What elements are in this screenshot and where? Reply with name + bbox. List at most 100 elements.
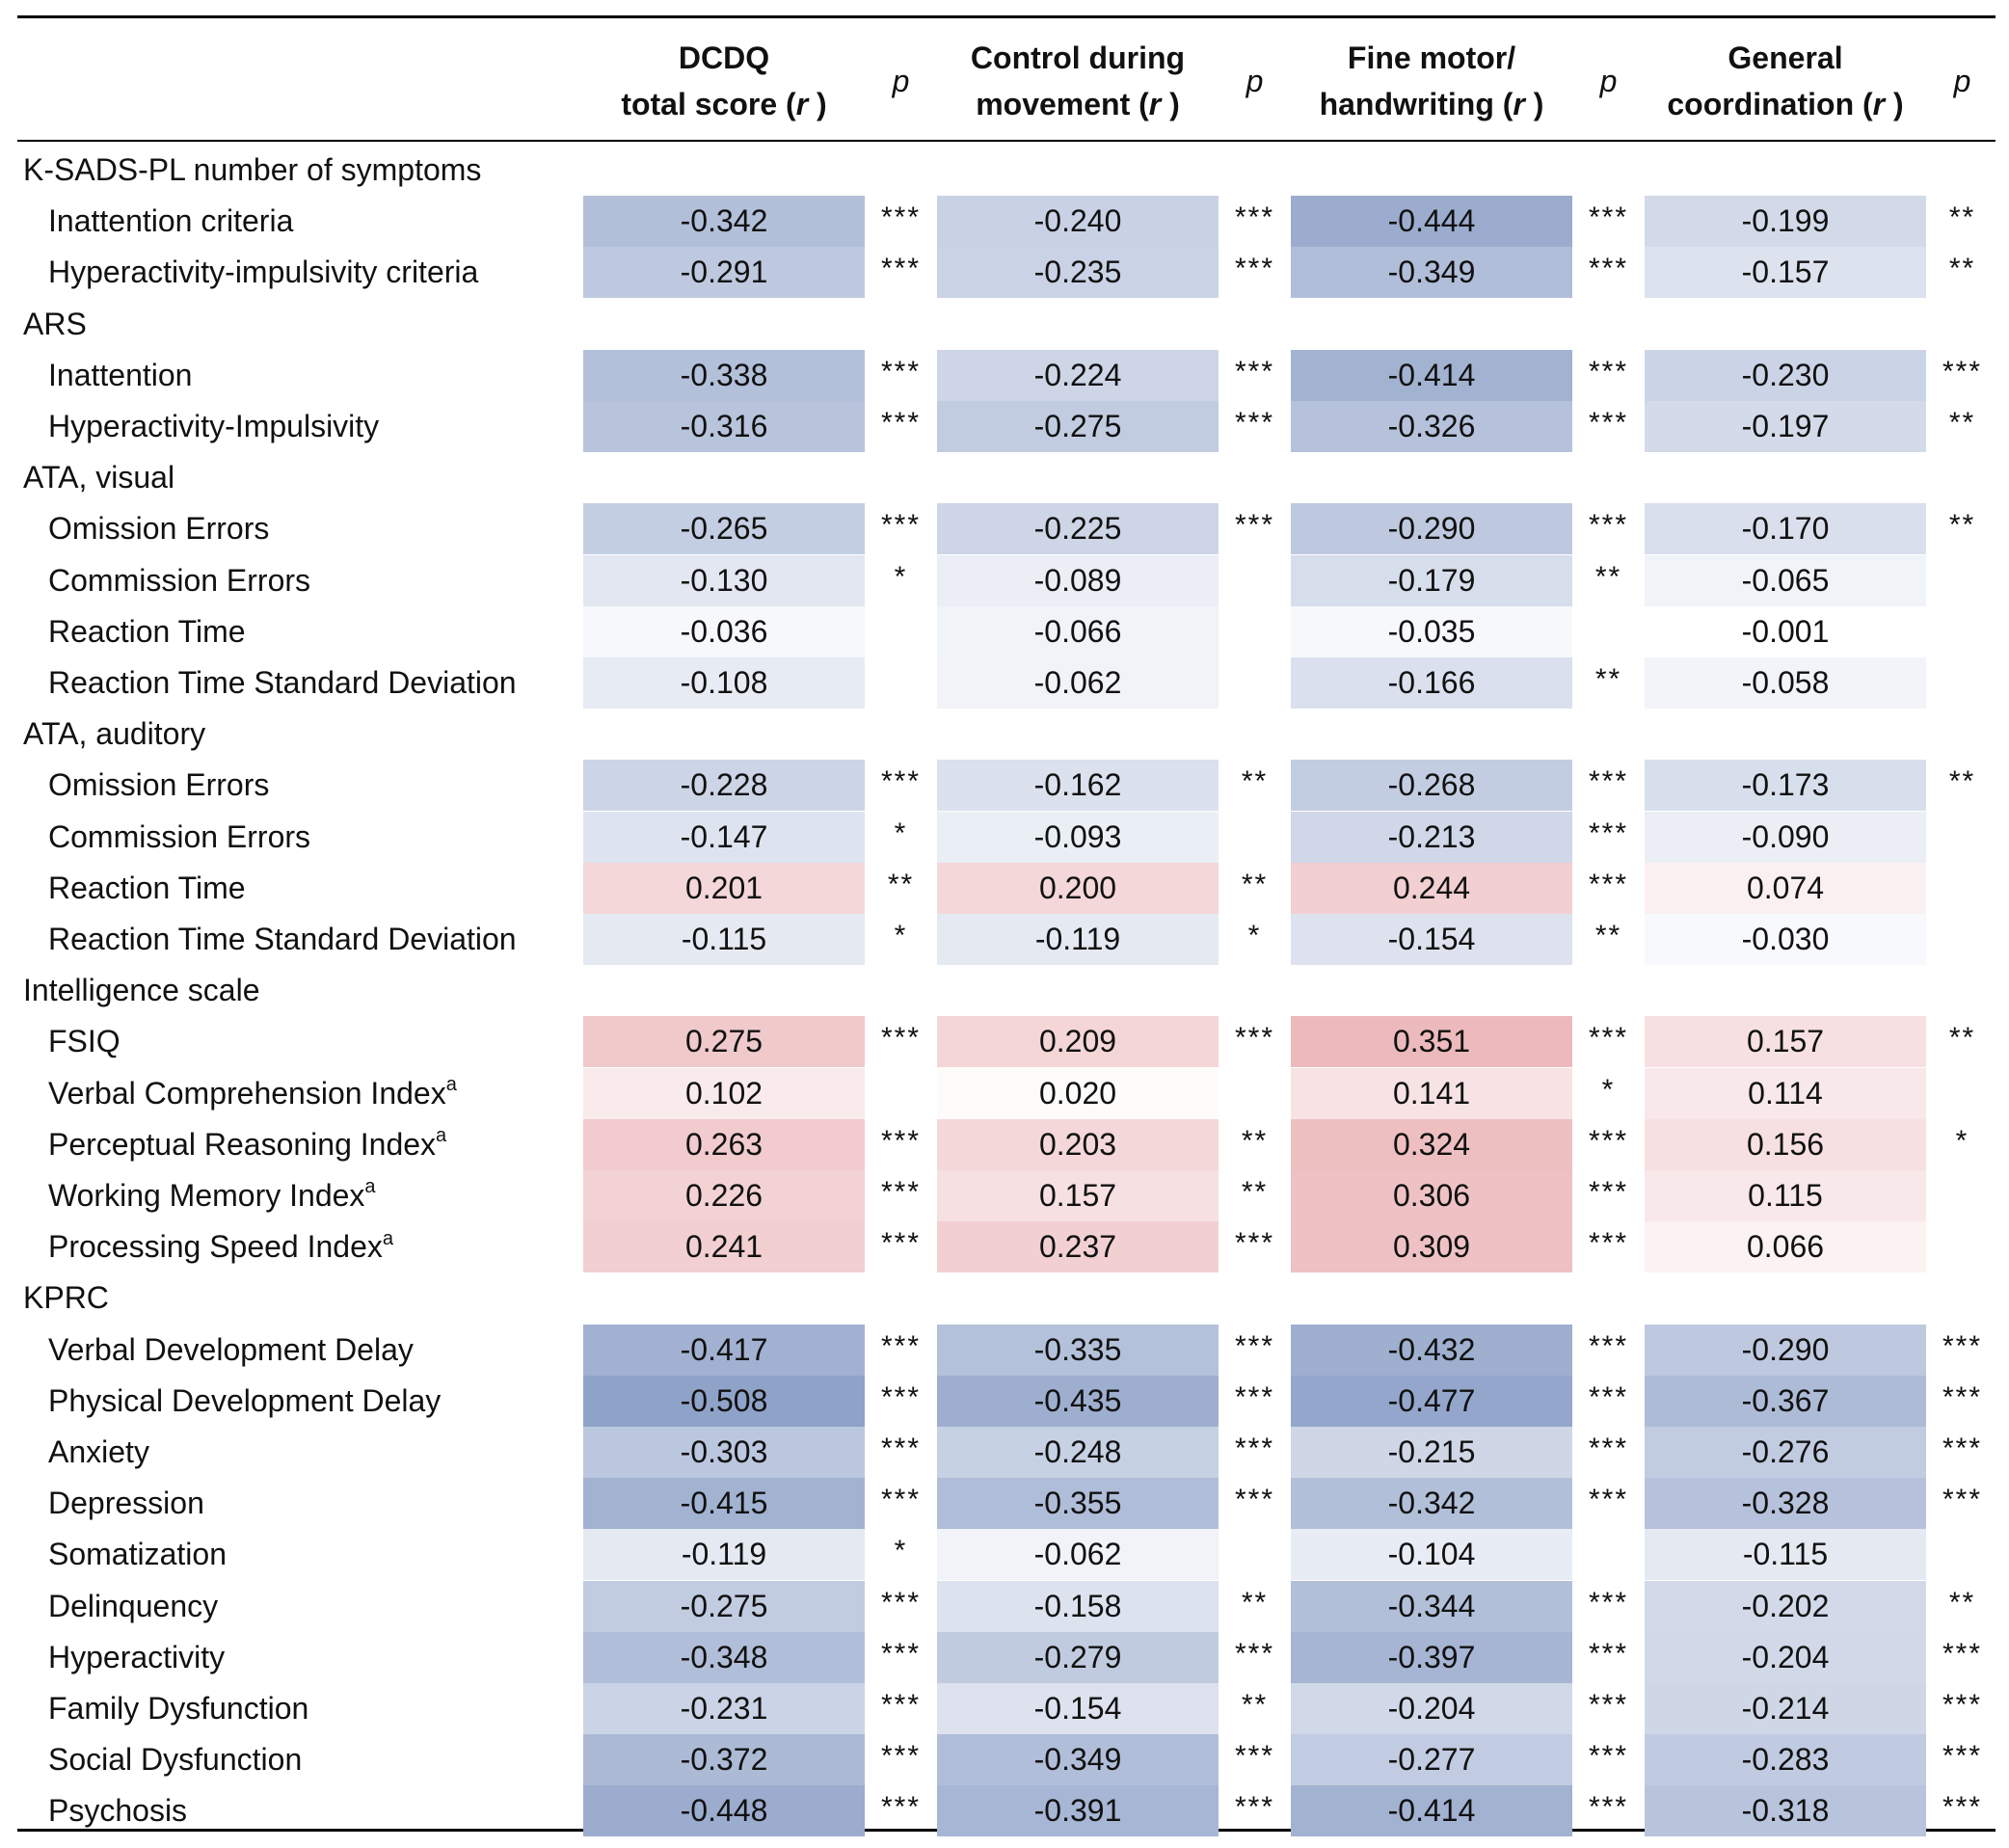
r-value-cell: -0.058: [1645, 657, 1926, 709]
r-value-cell: -0.035: [1291, 605, 1572, 657]
row-label-text: Anxiety: [48, 1434, 149, 1469]
section-row: KPRC: [0, 1272, 2009, 1324]
significance-marker: [1926, 551, 1998, 603]
row-label: Reaction Time: [48, 606, 246, 657]
row-label: Delinquency: [48, 1581, 218, 1632]
r-value-cell: -0.228: [583, 760, 865, 812]
r-value-cell: 0.102: [583, 1067, 865, 1119]
row-label-text: Physical Development Delay: [48, 1382, 442, 1418]
r-value-cell: -0.115: [583, 914, 865, 965]
significance-marker: ***: [1588, 1227, 1629, 1260]
header-dcdq-total: DCDQ total score (r ): [583, 33, 865, 129]
significance-marker: *: [894, 560, 908, 593]
r-value-cell: -0.001: [1645, 605, 1926, 657]
significance-marker: **: [1241, 1176, 1269, 1208]
r-value-cell: -0.303: [583, 1427, 865, 1478]
row-label-text: Processing Speed Index: [48, 1229, 383, 1265]
significance-marker: *: [1247, 920, 1262, 951]
r-value-cell: -0.036: [583, 605, 865, 657]
r-value-cell: 0.020: [937, 1067, 1219, 1119]
r-value-cell: -0.170: [1645, 503, 1926, 555]
footnote-marker: a: [436, 1125, 447, 1147]
r-value-cell: -0.199: [1645, 196, 1926, 248]
r-value-cell: -0.448: [583, 1785, 865, 1837]
footnote-marker: a: [364, 1176, 376, 1198]
section-label: Intelligence scale: [23, 973, 260, 1008]
r-value-cell: 0.200: [937, 862, 1219, 914]
table-row: Commission Errors -0.147 * -0.093 -0.213 *** -…: [0, 811, 2009, 863]
header-line1: Fine motor/: [1347, 40, 1516, 75]
r-value-cell: 0.306: [1291, 1170, 1572, 1221]
significance-marker: ***: [880, 1586, 922, 1619]
significance-marker: ***: [1588, 1329, 1629, 1362]
header-line2: handwriting (r ): [1319, 87, 1544, 121]
row-label: Inattention criteria: [48, 196, 293, 247]
r-value-cell: -0.435: [937, 1375, 1219, 1427]
row-label: Omission Errors: [48, 503, 269, 554]
row-label: Hyperactivity: [48, 1632, 225, 1683]
row-label-text: Verbal Development Delay: [48, 1331, 414, 1367]
significance-marker: ***: [1588, 1637, 1629, 1670]
significance-marker: ***: [1588, 509, 1629, 542]
table-row: Hyperactivity-Impulsivity -0.316 *** -0.275…: [0, 401, 2009, 452]
section-row: Intelligence scale: [0, 965, 2009, 1016]
r-value-cell: -0.355: [937, 1478, 1219, 1530]
r-value-cell: -0.290: [1645, 1324, 1926, 1376]
significance-marker: **: [1241, 1586, 1269, 1619]
r-value-cell: -0.414: [1291, 1785, 1572, 1837]
table-row: Anxiety -0.303 *** -0.248 *** -0.215 *** -0.276…: [0, 1427, 2009, 1478]
significance-marker: [865, 603, 937, 654]
significance-marker: ***: [880, 1791, 922, 1824]
r-value-cell: -0.093: [937, 811, 1219, 863]
r-value-cell: -0.104: [1291, 1529, 1572, 1581]
r-value-cell: 0.114: [1645, 1067, 1926, 1119]
significance-marker: ***: [880, 1689, 922, 1721]
r-value-cell: -0.179: [1291, 554, 1572, 606]
significance-marker: ***: [1588, 253, 1629, 285]
header-p-value: p: [1599, 64, 1618, 98]
r-value-cell: 0.066: [1645, 1221, 1926, 1273]
section-label: ATA, visual: [23, 460, 175, 495]
r-value-cell: -0.062: [937, 657, 1219, 709]
significance-marker: ***: [1234, 1740, 1275, 1773]
significance-marker: ***: [1942, 1791, 1983, 1824]
significance-marker: ***: [880, 1329, 922, 1362]
r-value-cell: -0.283: [1645, 1734, 1926, 1786]
row-label: Social Dysfunction: [48, 1734, 302, 1785]
significance-marker: ***: [1234, 1329, 1275, 1362]
r-value-cell: -0.065: [1645, 554, 1926, 606]
significance-marker: ***: [880, 407, 922, 439]
section-label: ARS: [23, 306, 87, 341]
table-row: Omission Errors -0.228 *** -0.162 ** -0.268 **…: [0, 760, 2009, 812]
row-label: Reaction Time Standard Deviation: [48, 657, 517, 709]
row-label: Commission Errors: [48, 812, 310, 863]
significance-marker: ***: [1234, 1484, 1275, 1516]
significance-marker: **: [1948, 201, 1976, 234]
significance-marker: **: [1948, 765, 1976, 798]
section-row: ATA, visual: [0, 452, 2009, 503]
r-value-cell: -0.276: [1645, 1427, 1926, 1478]
table-row: Reaction Time -0.036 -0.066 -0.035 -0.001: [0, 603, 2009, 657]
r-value-cell: -0.248: [937, 1427, 1219, 1478]
footnote-marker: a: [382, 1227, 394, 1249]
row-label: Reaction Time Standard Deviation: [48, 914, 517, 965]
significance-marker: ***: [1942, 1484, 1983, 1516]
table-row: Commission Errors -0.130 * -0.089 -0.179 ** -0…: [0, 554, 2009, 606]
significance-marker: [1926, 808, 1998, 859]
r-value-cell: -0.335: [937, 1324, 1219, 1376]
r-value-cell: -0.157: [1645, 247, 1926, 299]
section-row: ATA, auditory: [0, 709, 2009, 760]
r-value-cell: -0.030: [1645, 914, 1926, 965]
r-value-cell: -0.224: [937, 349, 1219, 401]
r-value-cell: 0.241: [583, 1221, 865, 1273]
r-value-cell: -0.342: [583, 196, 865, 248]
row-label-text: Commission Errors: [48, 818, 311, 854]
significance-marker: ***: [880, 253, 922, 285]
row-label-text: Inattention criteria: [48, 203, 294, 239]
row-label-text: Family Dysfunction: [48, 1691, 309, 1726]
significance-marker: ***: [880, 509, 922, 542]
r-value-cell: 0.157: [1645, 1016, 1926, 1068]
significance-marker: ***: [880, 1380, 922, 1413]
significance-marker: ***: [1588, 1586, 1629, 1619]
r-value-cell: -0.367: [1645, 1375, 1926, 1427]
